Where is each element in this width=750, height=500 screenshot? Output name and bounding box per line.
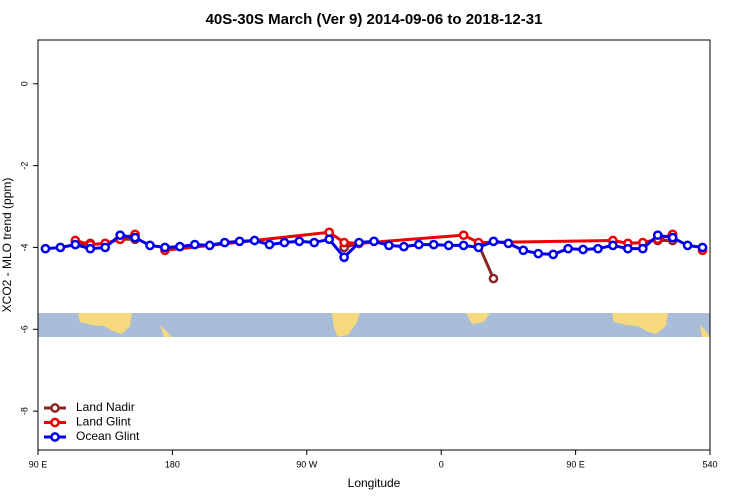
data-point — [160, 242, 170, 253]
data-point — [279, 237, 290, 248]
chart-title: 40S-30S March (Ver 9) 2014-09-06 to 2018… — [206, 11, 543, 28]
data-point — [55, 242, 66, 253]
data-point — [189, 239, 200, 250]
data-point — [458, 230, 469, 241]
x-tick-label: 90 E — [29, 459, 48, 469]
data-point — [100, 242, 111, 253]
data-point — [697, 242, 708, 253]
data-point — [264, 239, 275, 250]
ocean-strip — [38, 313, 710, 337]
data-point — [548, 249, 559, 260]
data-point — [115, 230, 125, 241]
land-shape — [78, 313, 132, 334]
land-shape — [612, 313, 668, 334]
data-point — [518, 245, 529, 256]
data-point — [234, 236, 245, 247]
data-point — [130, 232, 140, 243]
legend-marker — [50, 432, 60, 442]
y-axis-label: XCO2 - MLO trend (ppm) — [0, 178, 14, 313]
map-strip — [38, 313, 710, 337]
data-point — [413, 239, 424, 250]
data-point — [324, 234, 335, 245]
data-point — [608, 240, 618, 251]
series-line — [75, 237, 673, 280]
x-tick-label: 180 — [165, 459, 180, 469]
x-axis-label: Longitude — [348, 476, 401, 490]
data-point — [219, 237, 230, 248]
data-point — [294, 236, 305, 247]
data-point — [578, 244, 588, 255]
data-point — [443, 240, 454, 251]
data-point — [667, 232, 678, 243]
data-point — [175, 241, 185, 252]
data-point — [623, 243, 633, 254]
data-point — [85, 243, 96, 254]
legend-label: Land Glint — [76, 415, 131, 429]
data-point — [533, 248, 544, 259]
data-point — [637, 243, 648, 254]
y-tick-label: -6 — [19, 325, 29, 333]
legend-label: Land Nadir — [76, 400, 135, 414]
data-point — [473, 242, 484, 253]
data-point — [339, 237, 349, 248]
legend-label: Ocean Glint — [76, 429, 140, 443]
data-point — [369, 236, 379, 247]
land-shape — [332, 313, 360, 337]
y-tick-label: 0 — [19, 81, 29, 86]
x-tick-label: 90 W — [296, 459, 318, 469]
data-point — [399, 241, 409, 252]
legend-marker — [50, 417, 60, 428]
land-shape — [700, 325, 710, 337]
legend-marker — [50, 403, 60, 413]
data-point — [458, 240, 469, 251]
data-point — [488, 236, 499, 247]
data-point — [309, 237, 320, 248]
data-point — [204, 240, 215, 251]
land-shape — [466, 313, 490, 324]
y-tick-label: -2 — [19, 162, 29, 170]
data-point — [354, 237, 364, 248]
x-tick-label: 90 E — [566, 459, 585, 469]
data-point — [40, 243, 51, 254]
data-point — [488, 273, 499, 284]
data-point — [70, 239, 81, 250]
plot-frame — [37, 39, 711, 451]
data-point — [384, 240, 394, 251]
land-shape — [160, 325, 172, 337]
y-tick-label: -4 — [19, 243, 29, 251]
data-point — [428, 239, 439, 250]
data-point — [563, 243, 573, 254]
y-tick-label: -8 — [19, 407, 29, 415]
data-point — [652, 230, 663, 241]
data-point — [503, 238, 514, 249]
data-point — [145, 240, 155, 251]
data-point — [682, 240, 693, 251]
data-point — [339, 252, 349, 263]
series — [40, 230, 708, 263]
data-point — [249, 235, 260, 246]
x-tick-label: 540 — [702, 459, 717, 469]
x-tick-label: 0 — [439, 459, 444, 469]
data-point — [593, 243, 603, 254]
